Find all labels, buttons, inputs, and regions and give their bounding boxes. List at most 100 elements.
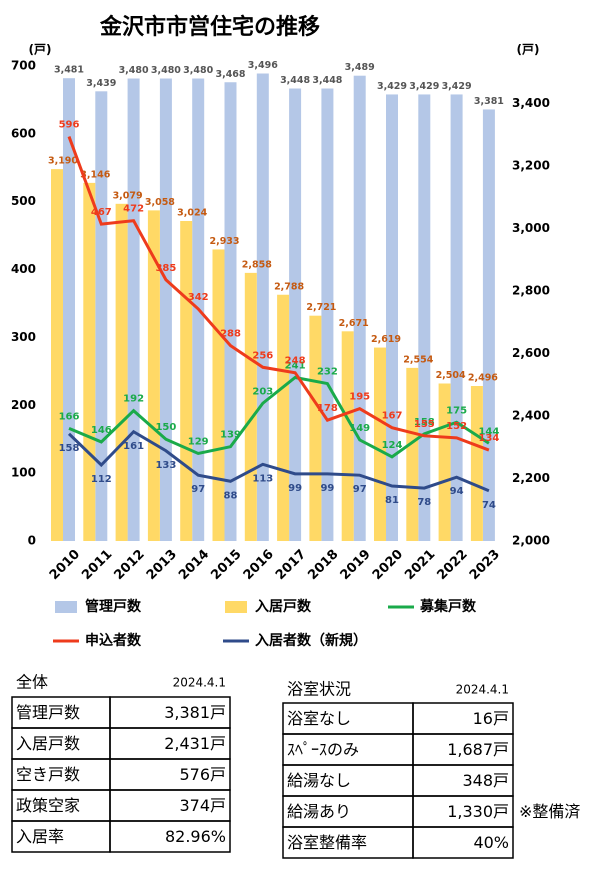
point-label: 232 [317,367,338,378]
point-label: 167 [382,411,403,422]
table-label: ｽﾍﾟｰｽのみ [287,740,359,759]
y2-unit: (戸) [517,43,540,57]
table-title: 浴室状況 [287,680,351,699]
table-label: 管理戸数 [16,703,80,722]
table-date: 2024.4.1 [173,676,226,690]
bar [127,78,140,541]
bar-label: 3,480 [151,65,181,76]
point-label: 74 [482,500,496,511]
y2-tick-label: 2,400 [512,409,550,423]
point-label: 99 [320,483,334,494]
bar [450,94,463,541]
point-label: 472 [123,204,144,215]
point-label: 166 [59,411,80,422]
bar [83,182,96,541]
y2-tick-label: 2,800 [512,284,550,298]
y-tick-label: 700 [11,59,36,73]
bar-label: 3,496 [248,60,278,71]
point-label: 596 [59,120,80,131]
bar [159,78,172,541]
y-tick-label: 500 [11,194,36,208]
table-label: 浴室整備率 [287,833,367,852]
point-label: 155 [414,419,435,430]
table-label: 政策空家 [16,796,80,815]
legend-swatch [55,601,77,613]
table-value: 82.96% [165,827,226,846]
point-label: 94 [450,486,464,497]
legend-label: 募集戸数 [419,598,477,615]
y-tick-label: 100 [11,466,36,480]
point-label: 203 [252,386,273,397]
legend-label: 入居戸数 [255,598,312,615]
line-series [67,136,490,452]
table-value: 374戸 [179,796,226,815]
table-label: 入居率 [16,827,64,846]
bar [374,347,386,541]
bar [406,367,419,541]
point-label: 97 [191,484,205,495]
point-label: 78 [417,497,431,508]
point-label: 149 [349,423,370,434]
point-label: 158 [59,443,80,454]
table-cell [109,820,231,853]
table-title: 全体 [16,673,48,692]
bar-label: 2,554 [403,354,433,365]
bar-label: 2,619 [371,334,401,345]
table-label: 空き戸数 [16,765,80,784]
bar [95,91,108,541]
bar-label: 2,933 [209,236,239,247]
bar [353,75,366,541]
point-label: 133 [155,460,176,471]
table-value: 1,330戸 [447,802,509,821]
table-label: 給湯なし [287,771,351,790]
table-cell [412,826,514,859]
bar [341,331,354,541]
point-label: 99 [288,483,302,494]
point-label: 144 [478,426,499,437]
table-value: 2,431戸 [164,734,226,753]
bar [224,82,237,541]
bar-label: 3,468 [215,69,245,80]
bar [115,203,128,541]
bar [309,315,322,541]
bar-label: 3,480 [119,65,149,76]
bar-label: 3,429 [377,81,407,92]
bar [321,88,334,541]
bar-label: 3,429 [442,81,472,92]
bar-label: 2,496 [468,373,498,384]
bar-label: 2,858 [242,259,272,270]
point-label: 139 [220,430,241,441]
bar-label: 3,079 [113,190,143,201]
point-label: 178 [317,403,338,414]
table-value: 40% [473,833,509,852]
y-unit: (戸) [29,43,52,57]
point-label: 134 [478,433,499,444]
legend-label: 入居者数（新規） [255,632,367,649]
point-label: 146 [91,425,112,436]
y-tick-label: 200 [11,398,36,412]
y2-tick-label: 3,400 [512,96,550,110]
point-label: 112 [91,474,112,485]
bar [386,94,398,541]
bar-label: 3,190 [48,156,78,167]
point-label: 175 [446,405,467,416]
legend-swatch [225,601,247,613]
bar [482,109,495,541]
bar [147,210,160,541]
table-value: 1,687戸 [447,740,509,759]
bar-label: 3,481 [54,65,84,76]
point-label: 97 [353,484,367,495]
table-label: 入居戸数 [16,734,80,753]
point-label: 195 [349,392,370,403]
point-label: 385 [155,263,176,274]
bar-label: 3,024 [177,208,207,219]
bar [63,78,75,541]
bar-label: 2,721 [306,302,336,313]
chart-title: 金沢市市営住宅の推移 [99,14,320,40]
point-label: 152 [446,421,467,432]
bar-label: 3,439 [86,78,116,89]
point-label: 129 [188,436,209,447]
bar [51,169,63,541]
y2-tick-label: 2,000 [512,534,550,548]
